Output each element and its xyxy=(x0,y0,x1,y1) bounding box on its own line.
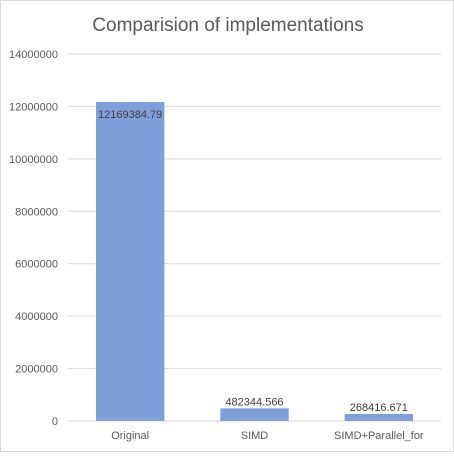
x-category-label: SIMD xyxy=(241,430,269,442)
y-tick-label: 2000000 xyxy=(15,364,58,376)
chart-title: Comparision of implementations xyxy=(92,15,363,36)
data-label: 482344.566 xyxy=(225,396,283,408)
x-axis-labels: Original SIMD SIMD+Parallel_for xyxy=(111,430,424,442)
y-tick-label: 8000000 xyxy=(15,206,58,218)
bar-simd xyxy=(220,408,289,421)
y-tick-label: 4000000 xyxy=(15,311,58,323)
data-label: 12169384.79 xyxy=(98,109,162,121)
data-label: 268416.671 xyxy=(350,402,408,414)
y-tick-label: 6000000 xyxy=(15,259,58,271)
y-axis-ticks: 0 2000000 4000000 6000000 8000000 10000000 120… xyxy=(9,49,58,428)
bar-simd-parallel-for xyxy=(344,413,414,421)
bars xyxy=(95,101,414,421)
y-tick-label: 12000000 xyxy=(9,101,58,113)
y-tick-label: 14000000 xyxy=(9,49,58,61)
y-tick-label: 0 xyxy=(52,416,58,428)
x-category-label: Original xyxy=(111,430,149,442)
x-category-label: SIMD+Parallel_for xyxy=(334,430,424,442)
data-labels: 12169384.79 482344.566 268416.671 xyxy=(98,109,408,414)
bar-original xyxy=(95,101,165,421)
y-tick-label: 10000000 xyxy=(9,154,58,166)
